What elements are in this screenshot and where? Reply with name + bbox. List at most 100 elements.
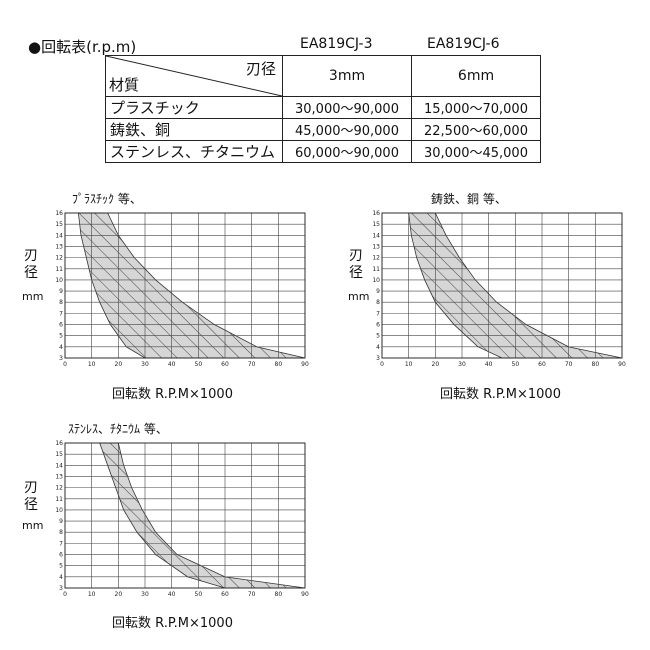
y-tick-label: 14 [372,232,380,239]
model-label-a: EA819CJ-3 [300,36,373,52]
column-header-a: 3mm [282,55,412,97]
x-tick-label: 40 [168,361,176,368]
y-axis-unit-2: mm [348,290,370,303]
rpm-cell: 45,000～90,000 [282,118,412,141]
y-axis-label-3: 刃径 [24,480,38,513]
x-tick-label: 30 [458,361,466,368]
rpm-cell: 30,000～90,000 [282,96,412,119]
x-tick-label: 0 [63,361,67,368]
rpm-cell: 15,000～70,000 [411,96,541,119]
y-axis-unit-1: mm [22,290,44,303]
page-title: ●回転表(r.p.m) [28,38,137,56]
plot-frame [381,212,623,359]
chart-stainless: 0 10 20 30 40 50 60 70 80 90 3 4 5 6 7 8 9 10 11 12 13 14 15 16 [55,440,309,598]
y-tick-label: 6 [376,322,380,329]
y-tick-label: 6 [59,322,63,329]
y-axis-label-2: 刃径 [349,248,363,281]
x-tick-label: 50 [195,361,203,368]
x-tick-label: 40 [485,361,493,368]
y-tick-label: 9 [376,288,380,295]
rpm-cell: 22,500～60,000 [411,118,541,141]
table-header-row: 刃径 材質 3mm 6mm [105,55,541,97]
y-tick-label: 4 [59,574,63,581]
x-tick-label: 30 [141,361,149,368]
x-axis-label-1: 回転数 R.P.M×1000 [112,387,233,402]
x-tick-label: 10 [405,361,413,368]
y-tick-label: 12 [55,255,63,262]
x-tick-label: 80 [275,361,283,368]
rpm-cell: 30,000～45,000 [411,140,541,163]
y-tick-label: 9 [59,518,63,525]
y-tick-label: 3 [59,355,63,362]
chart-title-3: ｽﾃﾝﾚｽ、ﾁﾀﾆｳﾑ 等、 [68,422,168,436]
rpm-cell: 60,000～90,000 [282,140,412,163]
y-tick-label: 10 [55,507,63,514]
table-row: 鋳鉄、銅 45,000～90,000 22,500～60,000 [105,118,541,141]
y-tick-label: 13 [55,243,63,250]
x-tick-label: 20 [115,591,123,598]
y-tick-label: 5 [59,333,63,340]
x-tick-label: 80 [592,361,600,368]
x-tick-label: 90 [301,361,309,368]
rpm-table: 刃径 材質 3mm 6mm プラスチック 30,000～90,000 15,00… [105,55,541,163]
x-tick-label: 20 [432,361,440,368]
plot-frame [64,212,306,359]
plot-frame [64,442,306,589]
chart-plastic: 0 10 20 30 40 50 60 70 80 90 3 4 5 6 7 8 9 10 11 12 13 14 15 16 [55,210,309,368]
y-tick-label: 8 [59,529,63,536]
x-tick-label: 70 [248,361,256,368]
y-tick-label: 13 [372,243,380,250]
material-cell: 鋳鉄、銅 [105,118,283,141]
x-tick-label: 50 [512,361,520,368]
x-tick-label: 60 [221,591,229,598]
table-row: プラスチック 30,000～90,000 15,000～70,000 [105,96,541,119]
x-tick-label: 80 [275,591,283,598]
y-tick-label: 8 [59,299,63,306]
x-axis-label-3: 回転数 R.P.M×1000 [112,616,233,631]
y-tick-label: 5 [59,563,63,570]
y-tick-label: 10 [55,277,63,284]
x-tick-label: 20 [115,361,123,368]
y-tick-label: 13 [55,473,63,480]
y-tick-label: 12 [372,255,380,262]
x-tick-label: 70 [565,361,573,368]
y-tick-label: 16 [372,210,380,217]
y-tick-label: 3 [59,585,63,592]
model-label-b: EA819CJ-6 [427,36,500,52]
x-tick-label: 10 [88,361,96,368]
diagonal-header-cell: 刃径 材質 [105,55,283,97]
y-tick-label: 14 [55,462,63,469]
x-tick-label: 30 [141,591,149,598]
chart-cast-iron: 0 10 20 30 40 50 60 70 80 90 3 4 5 6 7 8 9 10 11 12 13 14 15 16 [372,210,626,368]
y-tick-label: 11 [372,266,380,273]
diag-header-material: 材質 [109,76,140,94]
y-tick-label: 7 [59,310,63,317]
y-tick-label: 7 [376,310,380,317]
x-tick-label: 70 [248,591,256,598]
table-row: ステンレス、チタニウム 60,000～90,000 30,000～45,000 [105,140,541,163]
x-tick-label: 40 [168,591,176,598]
y-axis-unit-3: mm [22,519,44,532]
y-tick-label: 9 [59,288,63,295]
column-header-b: 6mm [411,55,541,97]
y-tick-label: 4 [376,344,380,351]
y-tick-label: 11 [55,266,63,273]
x-axis-label-2: 回転数 R.P.M×1000 [440,387,561,402]
x-tick-label: 10 [88,591,96,598]
x-tick-label: 60 [538,361,546,368]
y-tick-label: 15 [55,451,63,458]
y-tick-label: 15 [372,221,380,228]
y-tick-label: 16 [55,210,63,217]
x-tick-label: 0 [380,361,384,368]
diagonal-line [106,56,282,96]
y-axis-label-1: 刃径 [24,248,38,281]
x-tick-label: 60 [221,361,229,368]
y-tick-label: 4 [59,344,63,351]
y-tick-label: 12 [55,485,63,492]
diag-header-diameter: 刃径 [245,60,276,78]
chart-title-1: ﾌﾟﾗｽﾁｯｸ 等、 [72,192,142,206]
y-tick-label: 3 [376,355,380,362]
x-tick-label: 0 [63,591,67,598]
y-tick-label: 5 [376,333,380,340]
y-tick-label: 16 [55,440,63,447]
